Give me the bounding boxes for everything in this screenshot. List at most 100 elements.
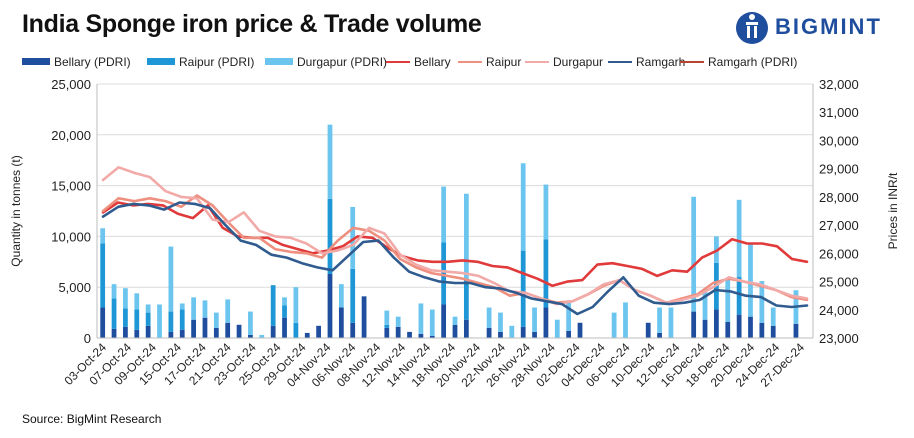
legend-label: Durgapur [553, 55, 603, 69]
logo-figure-arms [746, 22, 758, 25]
legend-swatch [22, 58, 50, 65]
bar-raipur-pdri [350, 268, 356, 323]
y-axis-title: Quantity in tonnes (t) [9, 155, 23, 266]
bar-durgapur-pdri [418, 303, 424, 334]
bar-durgapur-pdri [384, 310, 390, 325]
y2-tick-label: 28,000 [819, 190, 859, 205]
legend-item: Bellary [386, 55, 451, 69]
bar-bellary-pdri [407, 331, 412, 338]
bar-bellary-pdri [577, 322, 583, 338]
bar-bellary-pdri [111, 328, 117, 338]
bar-bellary-pdri [543, 307, 549, 338]
bar-bellary-pdri [270, 325, 276, 338]
legend-item: Raipur [458, 55, 521, 69]
legend-label: Bellary [414, 55, 451, 69]
legend-label: Bellary (PDRI) [54, 55, 131, 69]
legend-label: Durgapur (PDRI) [297, 55, 387, 69]
bar-durgapur-pdri [770, 307, 776, 326]
logo-figure-leg-left [747, 26, 750, 38]
y-tick-label: 25,000 [51, 77, 91, 92]
bar-raipur-pdri [463, 280, 469, 320]
bar-durgapur-pdri [543, 184, 549, 240]
bar-durgapur-pdri [623, 302, 628, 338]
bar-bellary-pdri [566, 330, 572, 338]
bar-bellary-pdri [361, 296, 367, 338]
bar-bellary-pdri [168, 331, 174, 338]
bar-durgapur-pdri [259, 334, 265, 338]
legend-item: Ramgarh [608, 55, 685, 69]
bar-bellary-pdri [770, 325, 776, 338]
bar-bellary-pdri [532, 331, 537, 338]
bar-raipur-pdri [736, 277, 742, 315]
bar-durgapur-pdri [327, 124, 333, 199]
bar-bellary-pdri [134, 329, 140, 338]
y2-tick-label: 25,000 [819, 275, 859, 290]
bar-bellary-pdri [736, 314, 742, 338]
legend-item: Durgapur [525, 55, 603, 69]
y-tick-label: 15,000 [51, 179, 91, 194]
line-raipur [101, 194, 809, 305]
bar-durgapur-pdri [179, 303, 185, 310]
bar-durgapur-pdri [338, 284, 344, 308]
bar-bellary-pdri [202, 317, 208, 338]
bigmint-logo [736, 12, 768, 44]
legend-item: Ramgarh (PDRI) [680, 55, 797, 69]
bar-bellary-pdri [123, 326, 128, 338]
bar-durgapur-pdri [134, 293, 140, 310]
lines-layer [101, 166, 809, 316]
bar-durgapur-pdri [566, 301, 572, 331]
line-ramgarh [101, 201, 809, 316]
bar-durgapur-pdri [611, 312, 617, 338]
bar-durgapur-pdri [452, 316, 458, 325]
logo-figure-leg-right [754, 26, 757, 38]
bar-raipur-pdri [111, 298, 117, 329]
logo-emblem-icon [736, 12, 768, 44]
bar-raipur-pdri [270, 285, 276, 326]
bar-bellary-pdri [748, 316, 753, 338]
bar-durgapur-pdri [498, 312, 503, 332]
bar-bellary-pdri [759, 322, 765, 338]
bar-durgapur-pdri [702, 289, 708, 320]
bar-raipur-pdri [145, 312, 151, 326]
bar-raipur-pdri [134, 309, 140, 330]
y2-tick-label: 23,000 [819, 331, 859, 346]
bar-bellary-pdri [327, 273, 333, 338]
bar-durgapur-pdri [725, 279, 731, 322]
bar-raipur-pdri [168, 311, 174, 332]
legend-swatch [265, 58, 293, 65]
bar-durgapur-pdri [282, 297, 287, 306]
bar-raipur-pdri [123, 308, 128, 327]
bar-durgapur-pdri [100, 228, 106, 244]
logo-text: BIGMINT [775, 14, 882, 39]
bar-durgapur-pdri [191, 297, 196, 320]
bar-bellary-pdri [441, 304, 447, 338]
legend-label: Raipur [486, 55, 521, 69]
bar-bellary-pdri [418, 333, 424, 338]
legend-item: Raipur (PDRI) [147, 55, 254, 69]
bar-durgapur-pdri [202, 300, 208, 318]
y-tick-label: 20,000 [51, 128, 91, 143]
bar-bellary-pdri [191, 319, 196, 338]
bars-layer [100, 124, 799, 338]
bar-durgapur-pdri [463, 193, 469, 281]
y2-tick-label: 29,000 [819, 162, 859, 177]
bar-raipur-pdri [100, 243, 106, 308]
bar-raipur-pdri [327, 198, 333, 274]
bar-durgapur-pdri [554, 319, 560, 338]
bar-durgapur-pdri [213, 312, 219, 328]
bar-durgapur-pdri [532, 307, 537, 332]
bar-bellary-pdri [100, 307, 106, 338]
legend-label: Ramgarh (PDRI) [708, 55, 797, 69]
bar-bellary-pdri [350, 322, 356, 338]
bar-durgapur-pdri [293, 287, 299, 323]
legend-swatch [147, 58, 175, 65]
bar-durgapur-pdri [157, 304, 162, 338]
bar-bellary-pdri [225, 322, 231, 338]
bar-raipur-pdri [179, 309, 185, 330]
bar-durgapur-pdri [748, 242, 753, 317]
legend-label: Raipur (PDRI) [179, 55, 254, 69]
bar-bellary-pdri [282, 317, 287, 338]
bar-durgapur-pdri [691, 196, 697, 312]
bar-bellary-pdri [429, 335, 435, 338]
